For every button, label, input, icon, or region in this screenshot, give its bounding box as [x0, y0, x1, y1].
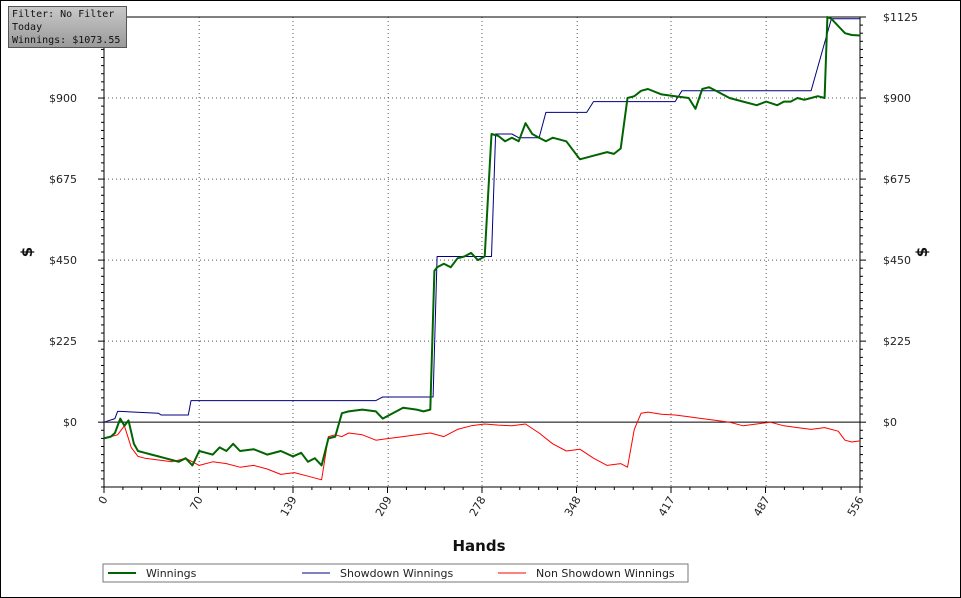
x-axis-title: Hands: [452, 537, 505, 555]
x-tick-label: 348: [562, 494, 584, 519]
y-tick-label-left: $0: [63, 416, 77, 429]
period-label: Today: [12, 22, 43, 33]
x-tick-labels: 0 70 139 209 278 348 417 487 556: [96, 494, 867, 519]
series-lines: [103, 16, 861, 481]
winnings-label: Winnings: $1073.55: [12, 35, 121, 46]
x-tick-label: 278: [467, 494, 489, 519]
x-tick-label: 417: [656, 494, 678, 519]
y-tick-label-left: $225: [49, 335, 77, 348]
x-tick-label: 556: [845, 494, 867, 519]
y-tick-label-left: $675: [49, 173, 77, 186]
y-tick-label-right: $1125: [883, 11, 918, 24]
legend-label-showdown-winnings: Showdown Winnings: [340, 567, 454, 580]
y-tick-label-right: $900: [883, 92, 911, 105]
series-line-winnings: [103, 16, 861, 467]
x-tick-label: 487: [751, 494, 773, 519]
y-tick-label-left: $450: [49, 254, 77, 267]
axes: [103, 16, 861, 488]
y-tick-label-right: $450: [883, 254, 911, 267]
info-box: Filter: No Filter Today Winnings: $1073.…: [8, 6, 127, 48]
y-tick-label-right: $675: [883, 173, 911, 186]
y-tick-label-right: $225: [883, 335, 911, 348]
legend-box: [102, 563, 689, 583]
legend: Winnings Showdown Winnings Non Showdown Wi…: [102, 563, 689, 583]
series-line-non-showdown-winnings: [103, 411, 861, 481]
y-axis-title-left: $: [18, 247, 36, 257]
series-line-showdown-winnings: [103, 18, 860, 423]
x-tick-label: 139: [278, 494, 300, 519]
grid-lines: [104, 16, 860, 487]
y-tick-label-right: $0: [883, 416, 897, 429]
x-tick-label: 209: [373, 494, 395, 519]
y-axis-title-right: $: [913, 247, 931, 257]
legend-label-non-showdown-winnings: Non Showdown Winnings: [536, 567, 675, 580]
y-tick-label-left: $900: [49, 92, 77, 105]
x-tick-label: 0: [96, 494, 111, 507]
filter-label: Filter: No Filter: [12, 9, 115, 20]
legend-label-winnings: Winnings: [146, 567, 197, 580]
x-tick-label: 70: [188, 494, 206, 513]
y-tick-labels: $0 $225 $450 $675 $900 $0 $225 $450 $675 $900 $112…: [49, 11, 918, 429]
